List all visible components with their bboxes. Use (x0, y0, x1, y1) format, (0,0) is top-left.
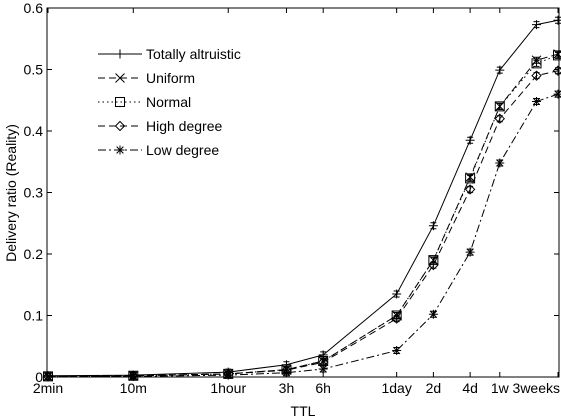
data-point (553, 89, 561, 99)
error-bar (467, 174, 474, 182)
x-tick-label: 6h (315, 380, 331, 396)
y-tick-label: 0.2 (24, 246, 44, 262)
series-line (47, 70, 559, 377)
data-point (531, 70, 542, 81)
legend-label: Normal (146, 94, 191, 110)
y-tick-label: 0.4 (24, 123, 44, 139)
legend-item: Totally altruistic (98, 46, 241, 62)
data-point (531, 58, 542, 69)
y-tick-label: 0 (35, 369, 43, 385)
data-point (553, 50, 561, 61)
legend-marker (114, 120, 126, 132)
data-point (428, 309, 438, 319)
legend-label: Uniform (146, 70, 195, 86)
data-point (428, 259, 439, 271)
data-point (494, 113, 505, 124)
x-tick-label: 1day (381, 380, 411, 396)
x-tick-label: 4d (462, 380, 478, 396)
data-point (465, 135, 475, 145)
data-point (495, 65, 505, 75)
y-tick-label: 0.6 (24, 0, 44, 16)
data-point (465, 247, 475, 257)
x-tick-label: 3h (279, 380, 295, 396)
plot-area (46, 7, 560, 378)
data-point (391, 310, 402, 321)
data-point (392, 346, 402, 356)
error-bar (555, 51, 561, 59)
x-tick-label: 2d (426, 380, 442, 396)
data-point (223, 368, 234, 379)
x-tick-label: 3weeks (513, 380, 560, 396)
legend-label: High degree (146, 118, 222, 134)
legend-marker (115, 97, 125, 107)
y-tick-label: 0.1 (24, 308, 44, 324)
data-point (43, 371, 53, 382)
legend-marker (115, 145, 125, 155)
x-tick-label: 1w (491, 380, 510, 396)
legend-label: Totally altruistic (146, 46, 241, 62)
series-marks (42, 15, 561, 382)
data-point (532, 96, 542, 106)
legend-marker (115, 73, 125, 83)
data-point (281, 364, 292, 375)
data-point (128, 370, 139, 381)
data-point (318, 364, 328, 374)
x-axis-label: TTL (291, 403, 316, 419)
data-point (464, 184, 476, 195)
data-point (428, 221, 438, 231)
x-axis: 2min 10m 1hour 3h 6h 1day 2d 4d 1w 3weeks (33, 8, 560, 396)
y-tick-label: 0.3 (24, 185, 44, 201)
legend-item: High degree (98, 118, 222, 134)
data-point (495, 158, 505, 168)
y-axis: 0 0.1 0.2 0.3 0.4 0.5 0.6 (24, 0, 559, 385)
legend-item: Low degree (98, 142, 219, 158)
data-point (392, 289, 402, 299)
data-point (391, 313, 402, 324)
data-point (553, 15, 561, 25)
y-axis-label: Delivery ratio (Reality) (3, 124, 19, 262)
legend-item: Normal (98, 94, 191, 110)
data-point (532, 20, 542, 30)
legend-marker (115, 49, 125, 59)
data-point (465, 173, 476, 184)
y-tick-label: 0.5 (24, 62, 44, 78)
legend-item: Uniform (98, 70, 195, 86)
x-tick-label: 2min (33, 380, 63, 396)
data-point (494, 101, 505, 112)
error-bar (533, 59, 540, 67)
series-line (47, 93, 559, 378)
legend: Totally altruistic Uniform Normal High degr… (98, 46, 241, 158)
x-tick-label: 10m (120, 380, 147, 396)
error-bar (496, 102, 503, 110)
x-tick-label: 1hour (210, 380, 246, 396)
legend-label: Low degree (146, 142, 219, 158)
